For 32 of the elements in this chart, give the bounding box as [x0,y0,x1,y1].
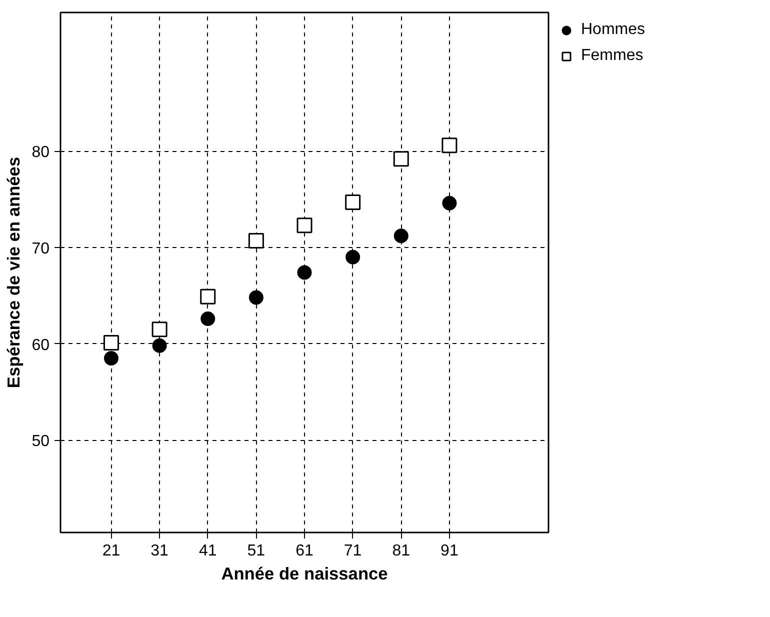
point [296,218,312,234]
point [200,311,216,326]
legend-label: Hommes [581,21,646,39]
y-tick-label: 60 [32,336,50,354]
x-tick-label: 81 [392,542,410,560]
y-tick-label: 50 [32,433,50,450]
point [200,288,216,304]
point [152,322,168,338]
x-tick-label: 41 [198,542,217,560]
x-tick-label: 21 [102,542,120,560]
legend-label: Femmes [581,47,644,65]
point [248,290,264,305]
point [394,228,408,244]
x-axis-title: Année de naissance [221,564,388,584]
point [346,250,360,264]
point [442,196,457,210]
point [442,138,458,154]
x-tick-label: 51 [247,542,266,560]
x-tick-label: 71 [344,542,362,560]
x-tick-label: 61 [296,542,314,560]
x-tick-label: 91 [440,542,458,560]
x-tick-label: 31 [150,542,169,560]
point [248,232,264,248]
y-tick-label: 80 [32,144,50,162]
point [393,151,409,167]
point [297,265,312,280]
y-axis-title: Espérance de vie en années [4,156,24,388]
point [152,338,167,353]
y-tick-label: 70 [32,240,50,258]
point [103,335,119,351]
point [104,350,118,366]
point [345,194,361,210]
